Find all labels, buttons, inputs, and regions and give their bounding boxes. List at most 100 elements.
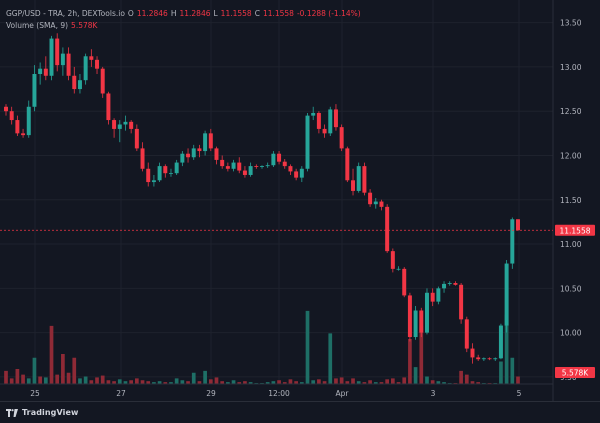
candle-body[interactable] <box>294 171 299 178</box>
candle-body[interactable] <box>271 153 276 166</box>
candle-body[interactable] <box>476 357 481 360</box>
candle-body[interactable] <box>163 166 168 174</box>
candle-body[interactable] <box>242 170 247 175</box>
candle-body[interactable] <box>305 115 310 169</box>
candle-body[interactable] <box>385 206 390 252</box>
tradingview-logo-icon[interactable] <box>6 408 18 418</box>
candle-body[interactable] <box>510 219 515 264</box>
candle-body[interactable] <box>481 358 486 360</box>
candle-body[interactable] <box>237 162 242 171</box>
candle-body[interactable] <box>4 106 8 112</box>
candle-body[interactable] <box>208 133 213 149</box>
candle-body[interactable] <box>436 288 441 302</box>
candle-body[interactable] <box>186 153 191 158</box>
candle-body[interactable] <box>316 112 321 129</box>
candle-body[interactable] <box>265 165 270 167</box>
candle-body[interactable] <box>413 310 418 338</box>
candle-body[interactable] <box>254 166 259 167</box>
candle-body[interactable] <box>38 68 43 74</box>
candle-body[interactable] <box>390 251 395 269</box>
candle-body[interactable] <box>459 284 464 320</box>
candle-body[interactable] <box>356 166 361 191</box>
candle-body[interactable] <box>225 166 230 169</box>
candle-body[interactable] <box>277 153 282 162</box>
candle-body[interactable] <box>333 109 338 128</box>
time-axis[interactable]: 25 27 29 12:00 Apr 3 5 <box>30 389 521 398</box>
candle-body[interactable] <box>9 111 14 121</box>
candle-body[interactable] <box>282 161 287 167</box>
candle-body[interactable] <box>373 201 378 205</box>
candle-body[interactable] <box>516 219 520 231</box>
candle-body[interactable] <box>26 106 31 136</box>
candle-body[interactable] <box>89 56 94 60</box>
candle-body[interactable] <box>396 268 401 270</box>
candle-body[interactable] <box>299 168 304 178</box>
candle-body[interactable] <box>214 148 219 160</box>
candle-body[interactable] <box>140 148 145 169</box>
candle-body[interactable] <box>424 292 429 333</box>
candle-body[interactable] <box>43 68 48 76</box>
candle-body[interactable] <box>32 74 37 107</box>
volume-indicator-label[interactable]: Volume (SMA, 9) <box>6 21 69 30</box>
candle-body[interactable] <box>464 319 469 349</box>
candle-body[interactable] <box>248 166 253 175</box>
candle-body[interactable] <box>311 112 316 116</box>
candle-body[interactable] <box>49 38 54 76</box>
candle-body[interactable] <box>129 121 134 129</box>
candle-body[interactable] <box>339 127 344 149</box>
candle-body[interactable] <box>498 325 503 359</box>
candle-body[interactable] <box>117 124 122 129</box>
candle-body[interactable] <box>77 80 82 90</box>
candle-body[interactable] <box>55 38 60 66</box>
candle-body[interactable] <box>419 310 424 333</box>
candle-body[interactable] <box>504 263 509 326</box>
candle-body[interactable] <box>146 168 151 183</box>
candle-body[interactable] <box>379 201 384 207</box>
candle-body[interactable] <box>345 148 350 181</box>
volume-bar <box>78 378 82 384</box>
candle-body[interactable] <box>197 148 202 152</box>
candle-body[interactable] <box>220 159 225 167</box>
candle-body[interactable] <box>402 268 407 296</box>
candle-body[interactable] <box>493 358 498 360</box>
candle-body[interactable] <box>231 162 236 169</box>
chart-canvas[interactable]: 13.50 13.00 12.50 12.00 11.50 11.00 10.50 10.00… <box>0 0 600 401</box>
candle-body[interactable] <box>447 283 452 284</box>
candle-body[interactable] <box>260 166 264 167</box>
candle-body[interactable] <box>407 295 412 338</box>
volume-bar <box>220 381 225 384</box>
candle-body[interactable] <box>95 59 100 69</box>
candle-body[interactable] <box>487 358 492 360</box>
candle-body[interactable] <box>72 75 77 90</box>
candle-body[interactable] <box>134 128 139 149</box>
candle-body[interactable] <box>322 128 327 134</box>
candle-body[interactable] <box>123 121 128 125</box>
candle-body[interactable] <box>66 53 71 76</box>
candles[interactable] <box>4 33 520 364</box>
candle-body[interactable] <box>453 283 458 285</box>
candle-body[interactable] <box>362 166 367 193</box>
candle-body[interactable] <box>351 180 356 191</box>
candle-body[interactable] <box>328 109 333 134</box>
candle-body[interactable] <box>442 283 447 289</box>
candle-body[interactable] <box>180 153 185 163</box>
candle-body[interactable] <box>100 68 105 94</box>
candle-body[interactable] <box>83 56 88 81</box>
tradingview-brand[interactable]: TradingView <box>22 408 79 417</box>
candle-body[interactable] <box>368 192 373 205</box>
candle-body[interactable] <box>151 180 156 183</box>
candle-body[interactable] <box>288 166 293 172</box>
candle-body[interactable] <box>191 148 196 158</box>
candle-body[interactable] <box>157 166 162 181</box>
candle-body[interactable] <box>21 133 26 136</box>
candle-body[interactable] <box>174 162 179 174</box>
candle-body[interactable] <box>112 120 117 129</box>
candle-body[interactable] <box>106 93 111 121</box>
candle-body[interactable] <box>203 133 208 152</box>
candle-body[interactable] <box>470 348 475 358</box>
candle-body[interactable] <box>15 120 20 134</box>
candle-body[interactable] <box>168 173 173 174</box>
candle-body[interactable] <box>60 53 65 66</box>
candle-body[interactable] <box>430 292 435 302</box>
